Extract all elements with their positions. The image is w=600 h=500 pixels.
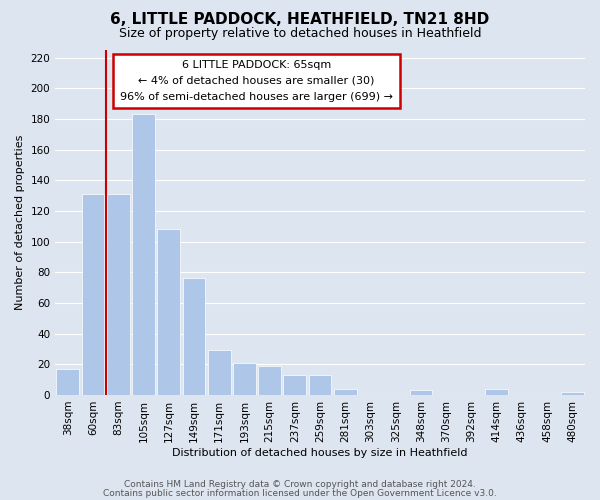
Text: Contains HM Land Registry data © Crown copyright and database right 2024.: Contains HM Land Registry data © Crown c…: [124, 480, 476, 489]
Bar: [561, 392, 584, 395]
Bar: [283, 375, 306, 395]
Y-axis label: Number of detached properties: Number of detached properties: [15, 135, 25, 310]
Text: 6 LITTLE PADDOCK: 65sqm
← 4% of detached houses are smaller (30)
96% of semi-det: 6 LITTLE PADDOCK: 65sqm ← 4% of detached…: [120, 60, 393, 102]
Bar: [410, 390, 433, 395]
Bar: [82, 194, 104, 395]
Bar: [233, 363, 256, 395]
Bar: [334, 389, 356, 395]
Text: Size of property relative to detached houses in Heathfield: Size of property relative to detached ho…: [119, 28, 481, 40]
Bar: [258, 366, 281, 395]
Text: Contains public sector information licensed under the Open Government Licence v3: Contains public sector information licen…: [103, 488, 497, 498]
Bar: [107, 194, 130, 395]
Bar: [485, 389, 508, 395]
Bar: [56, 369, 79, 395]
X-axis label: Distribution of detached houses by size in Heathfield: Distribution of detached houses by size …: [172, 448, 468, 458]
Bar: [208, 350, 230, 395]
Bar: [157, 230, 180, 395]
Bar: [309, 375, 331, 395]
Text: 6, LITTLE PADDOCK, HEATHFIELD, TN21 8HD: 6, LITTLE PADDOCK, HEATHFIELD, TN21 8HD: [110, 12, 490, 28]
Bar: [182, 278, 205, 395]
Bar: [132, 114, 155, 395]
